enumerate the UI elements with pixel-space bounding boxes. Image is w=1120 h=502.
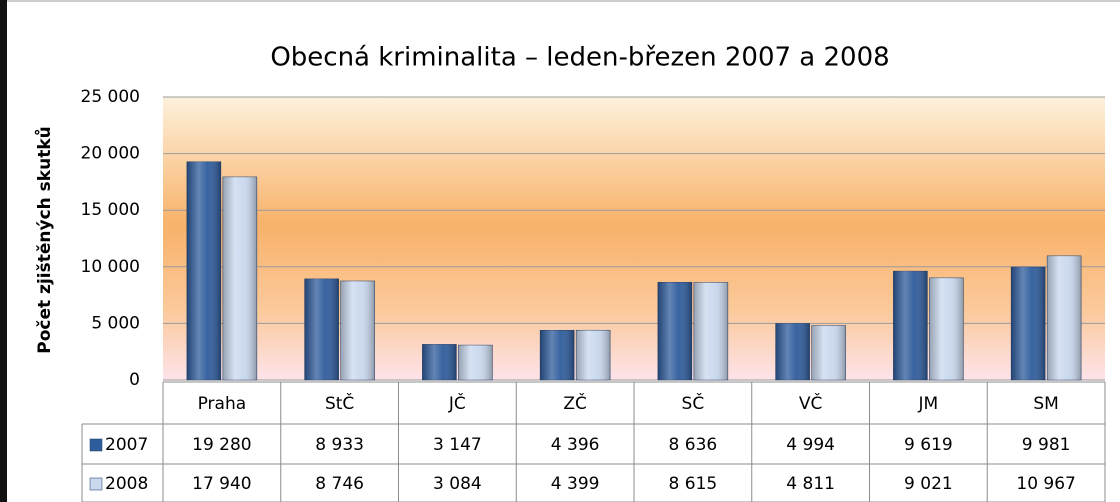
bar-shine xyxy=(186,161,221,380)
table-value: 8 933 xyxy=(315,435,364,455)
y-tick-label: 5 000 xyxy=(91,313,140,333)
y-tick-label: 10 000 xyxy=(81,257,140,277)
chart-title: Obecná kriminalita – leden-březen 2007 a… xyxy=(270,43,889,73)
table-value: 4 811 xyxy=(786,474,835,494)
y-tick-label: 0 xyxy=(129,370,140,390)
legend-key xyxy=(89,438,103,452)
legend-label: 2007 xyxy=(105,435,148,455)
x-tick-label: SČ xyxy=(682,392,705,414)
table-value: 4 399 xyxy=(551,474,600,494)
bar-shine xyxy=(422,344,457,380)
bar-shine xyxy=(811,325,846,380)
table-value: 17 940 xyxy=(192,474,251,494)
table-value: 8 636 xyxy=(669,435,718,455)
plot-area xyxy=(163,97,1105,380)
legend-key xyxy=(89,477,103,491)
y-tick-label: 15 000 xyxy=(81,200,140,220)
table-value: 4 994 xyxy=(786,435,835,455)
table-value: 3 084 xyxy=(433,474,482,494)
x-tick-label: VČ xyxy=(799,392,823,414)
y-axis-label: Počet zjištěných skutků xyxy=(33,126,55,353)
table-value: 4 396 xyxy=(551,435,600,455)
table-value: 8 615 xyxy=(669,474,718,494)
bar-shine xyxy=(340,280,375,380)
table-value: 19 280 xyxy=(192,435,251,455)
table-value: 3 147 xyxy=(433,435,482,455)
bar-shine xyxy=(775,323,810,380)
bar-shine xyxy=(222,176,257,380)
table-value: 9 619 xyxy=(904,435,953,455)
table-value: 9 021 xyxy=(904,474,953,494)
legend-label: 2008 xyxy=(105,474,148,494)
x-tick-label: Praha xyxy=(198,394,247,414)
bar-shine xyxy=(893,271,928,380)
x-tick-label: JM xyxy=(918,394,939,414)
bar-shine xyxy=(576,330,611,380)
bar-shine xyxy=(929,277,964,380)
bar-shine xyxy=(540,330,575,380)
bar-shine xyxy=(657,282,692,380)
table-value: 10 967 xyxy=(1016,474,1075,494)
bar-shine xyxy=(1011,267,1046,380)
x-tick-label: JČ xyxy=(448,392,466,414)
y-tick-label: 25 000 xyxy=(81,87,140,107)
x-tick-label: ZČ xyxy=(563,392,587,414)
frame-border xyxy=(0,0,7,502)
bar-shine xyxy=(1047,255,1082,380)
x-tick-label: StČ xyxy=(325,392,354,414)
bar-shine xyxy=(304,278,339,380)
table-value: 9 981 xyxy=(1022,435,1071,455)
y-tick-label: 20 000 xyxy=(81,144,140,164)
bar-shine xyxy=(693,282,728,380)
x-tick-label: SM xyxy=(1033,394,1058,414)
bar-shine xyxy=(458,345,493,380)
table-value: 8 746 xyxy=(315,474,364,494)
